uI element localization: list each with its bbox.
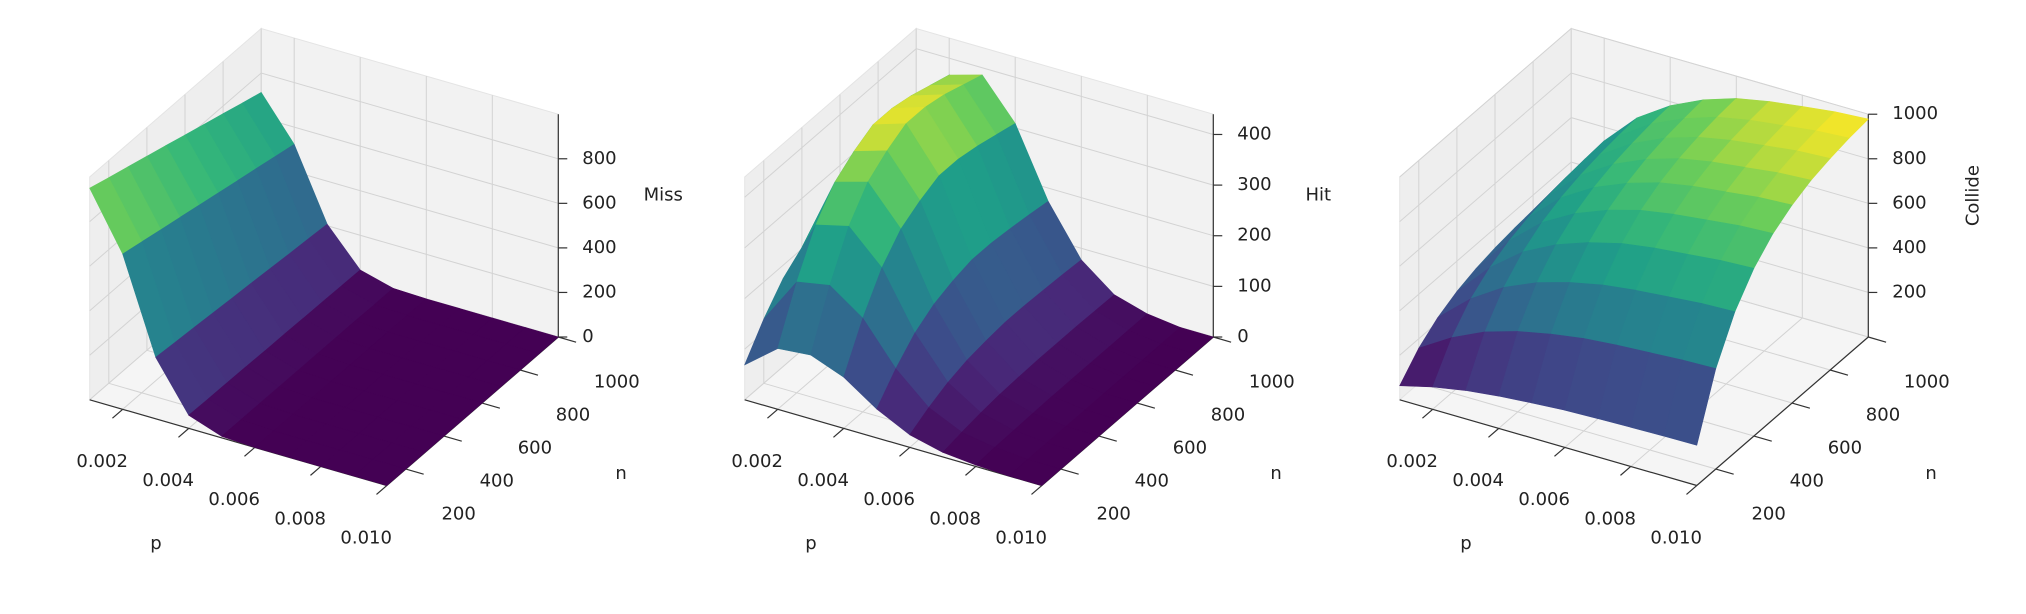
z-axis-label: Collide bbox=[1962, 165, 1983, 226]
z-tick-label: 0 bbox=[582, 326, 593, 347]
z-axis-label: Miss bbox=[644, 185, 683, 206]
z-tick-label: 600 bbox=[1892, 192, 1926, 213]
x-tick-label: 0.010 bbox=[1650, 527, 1702, 548]
grid-line bbox=[744, 48, 1214, 198]
tick-mark bbox=[1031, 485, 1043, 495]
surface-patch bbox=[353, 459, 407, 486]
surface-patch bbox=[1663, 359, 1717, 446]
tick-mark bbox=[310, 466, 322, 476]
x-tick-label: 0.004 bbox=[142, 470, 194, 491]
z-tick-label: 400 bbox=[1237, 123, 1271, 144]
tick-mark bbox=[1554, 446, 1566, 457]
y-tick-label: 800 bbox=[1211, 404, 1245, 425]
tick-mark bbox=[1753, 435, 1772, 442]
y-tick-label: 400 bbox=[1135, 470, 1169, 491]
tick-mark bbox=[481, 402, 501, 409]
z-tick-label: 200 bbox=[1892, 281, 1926, 302]
z-tick-label: 600 bbox=[582, 192, 616, 213]
x-tick-label: 0.002 bbox=[76, 451, 128, 472]
tick-mark bbox=[1686, 485, 1698, 495]
tick-mark bbox=[558, 336, 577, 343]
x-tick-label: 0.010 bbox=[995, 527, 1047, 548]
y-tick-label: 600 bbox=[1173, 437, 1207, 458]
x-tick-label: 0.006 bbox=[863, 489, 915, 510]
y-tick-label: 200 bbox=[1096, 503, 1130, 524]
z-tick-label: 100 bbox=[1237, 275, 1271, 296]
tick-mark bbox=[899, 446, 911, 457]
y-axis bbox=[1696, 336, 1869, 486]
y-tick-label: 400 bbox=[1790, 470, 1824, 491]
z-tick-label: 200 bbox=[582, 281, 616, 302]
y-tick-label: 1000 bbox=[594, 371, 640, 392]
x-axis-label: p bbox=[150, 533, 161, 554]
x-axis bbox=[744, 399, 1042, 487]
tick-mark bbox=[1868, 336, 1887, 343]
tick-mark bbox=[833, 427, 845, 438]
grid-line bbox=[1399, 27, 1869, 178]
tick-mark bbox=[1174, 369, 1194, 376]
tick-mark bbox=[376, 485, 388, 495]
z-tick-label: 400 bbox=[582, 237, 616, 258]
tick-mark bbox=[405, 468, 424, 475]
z-tick-label: 300 bbox=[1237, 174, 1271, 195]
z-tick-label: 200 bbox=[1237, 225, 1271, 246]
z-tick-label: 800 bbox=[582, 148, 616, 169]
tick-mark bbox=[112, 408, 124, 419]
tick-mark bbox=[244, 446, 256, 457]
tick-mark bbox=[1620, 466, 1632, 476]
tick-mark bbox=[443, 435, 462, 442]
x-tick-label: 0.002 bbox=[731, 451, 783, 472]
x-tick-label: 0.008 bbox=[1584, 508, 1636, 529]
z-tick-label: 800 bbox=[1892, 148, 1926, 169]
tick-mark bbox=[1829, 369, 1849, 376]
tick-mark bbox=[1136, 402, 1156, 409]
x-tick-label: 0.006 bbox=[1518, 489, 1570, 510]
subplot: 0.0020.0040.0060.0080.010200400600800100… bbox=[1386, 27, 1983, 554]
y-tick-label: 1000 bbox=[1249, 371, 1295, 392]
y-axis-label: n bbox=[1925, 463, 1936, 484]
x-tick-label: 0.008 bbox=[274, 508, 326, 529]
y-tick-label: 800 bbox=[1866, 404, 1900, 425]
x-tick-label: 0.004 bbox=[1452, 470, 1504, 491]
subplot: 0.0020.0040.0060.0080.010200400600800100… bbox=[731, 27, 1331, 554]
y-tick-label: 200 bbox=[1751, 503, 1785, 524]
x-axis-label: p bbox=[805, 533, 816, 554]
y-tick-label: 200 bbox=[441, 503, 475, 524]
surface-patch bbox=[1008, 459, 1062, 486]
y-tick-label: 600 bbox=[518, 437, 552, 458]
z-tick-label: 1000 bbox=[1892, 103, 1938, 124]
x-tick-label: 0.008 bbox=[929, 508, 981, 529]
tick-mark bbox=[519, 369, 539, 376]
tick-mark bbox=[1422, 408, 1434, 419]
tick-mark bbox=[1488, 427, 1500, 438]
x-tick-label: 0.002 bbox=[1386, 451, 1438, 472]
x-axis-label: p bbox=[1460, 533, 1471, 554]
tick-mark bbox=[1791, 402, 1811, 409]
tick-mark bbox=[1213, 336, 1232, 343]
tick-mark bbox=[965, 466, 977, 476]
z-tick-label: 400 bbox=[1892, 237, 1926, 258]
x-axis bbox=[1399, 399, 1697, 487]
x-tick-label: 0.010 bbox=[340, 527, 392, 548]
z-tick-label: 0 bbox=[1237, 326, 1248, 347]
x-tick-label: 0.004 bbox=[797, 470, 849, 491]
y-tick-label: 400 bbox=[480, 470, 514, 491]
tick-mark bbox=[1715, 468, 1734, 475]
y-tick-label: 800 bbox=[556, 404, 590, 425]
tick-mark bbox=[767, 408, 779, 419]
tick-mark bbox=[178, 427, 190, 438]
x-tick-label: 0.006 bbox=[208, 489, 260, 510]
tick-mark bbox=[1060, 468, 1079, 475]
subplot: 0.0020.0040.0060.0080.010200400600800100… bbox=[76, 27, 683, 554]
tick-mark bbox=[1098, 435, 1117, 442]
y-axis-label: n bbox=[615, 463, 626, 484]
y-axis-label: n bbox=[1270, 463, 1281, 484]
y-tick-label: 600 bbox=[1828, 437, 1862, 458]
z-axis-label: Hit bbox=[1305, 185, 1331, 206]
y-tick-label: 1000 bbox=[1904, 371, 1950, 392]
